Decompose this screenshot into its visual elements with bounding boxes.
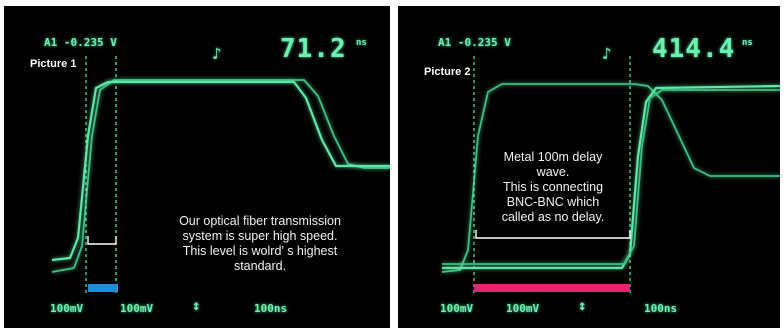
waveform-plot-1	[51, 56, 390, 296]
waveform-trace-1a	[51, 79, 390, 273]
oscilloscope-screen-1: A1 -0.235 V ♪ 71.2 ns Picture 1 Our opti…	[4, 6, 390, 328]
ch1-scale-1: 100mV	[50, 302, 84, 315]
timebase-2: 100ns	[644, 302, 678, 315]
time-readout-1: 71.2	[280, 34, 347, 64]
time-readout-2: 414.4	[652, 34, 736, 64]
ch1-scale-2: 100mV	[440, 302, 474, 315]
caption-1-line-3: This level is wolrd’ s highest	[182, 244, 338, 258]
caption-2-line-5: called as no delay.	[501, 210, 605, 224]
caption-2-line-1: Metal 100m delay	[503, 150, 603, 164]
channel-readout-2: A1 -0.235 V	[438, 36, 511, 49]
time-unit-1: ns	[356, 38, 367, 48]
delay-bar-1	[88, 284, 118, 292]
timebase-1: 100ns	[254, 302, 288, 315]
channel-readout-1: A1 -0.235 V	[44, 36, 117, 49]
time-unit-2: ns	[742, 38, 753, 48]
picture-label-1: Picture 1	[30, 58, 77, 70]
picture-label-2: Picture 2	[424, 66, 471, 78]
caption-2-line-2: wave.	[536, 165, 570, 179]
caption-2: Metal 100m delay wave. This is connectin…	[476, 150, 630, 225]
waveform-trace-1b	[51, 80, 390, 262]
trigger-slope-icon-2: ↕	[578, 298, 587, 314]
trigger-icon-2: ♪	[602, 44, 612, 63]
ch2-scale-1: 100mV	[120, 302, 154, 315]
caption-1: Our optical fiber transmission system is…	[150, 214, 370, 274]
caption-1-line-4: standard.	[233, 259, 287, 273]
caption-1-line-2: system is super high speed.	[182, 229, 338, 243]
waveform-trace-2c	[442, 89, 780, 265]
waveform-plot-2	[441, 56, 780, 296]
oscilloscope-screen-2: A1 -0.235 V ♪ 414.4 ns Picture 2 Metal 1…	[398, 6, 780, 328]
waveform-trace-2a	[441, 83, 780, 273]
delay-bracket-2	[475, 230, 631, 239]
delay-bar-2	[474, 284, 630, 292]
delay-bracket-1	[87, 236, 117, 245]
ch2-scale-2: 100mV	[506, 302, 540, 315]
caption-2-line-4: BNC-BNC which	[506, 195, 600, 209]
waveform-trace-2b	[442, 84, 780, 270]
trigger-slope-icon-1: ↕	[192, 298, 201, 314]
caption-2-line-3: This is connecting	[502, 180, 604, 194]
trigger-icon-1: ♪	[212, 44, 222, 63]
caption-1-line-1: Our optical fiber transmission	[179, 214, 341, 228]
